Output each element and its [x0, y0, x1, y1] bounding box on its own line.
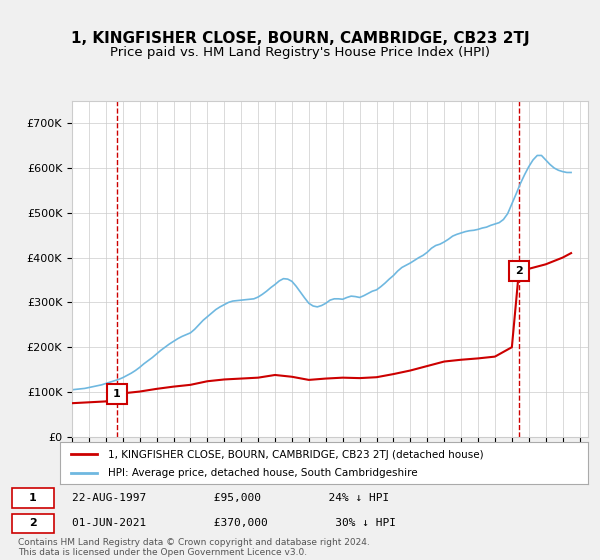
- Text: Contains HM Land Registry data © Crown copyright and database right 2024.
This d: Contains HM Land Registry data © Crown c…: [18, 538, 370, 557]
- Text: 1: 1: [113, 389, 121, 399]
- Text: 2: 2: [29, 519, 37, 529]
- Text: 22-AUG-1997          £95,000          24% ↓ HPI: 22-AUG-1997 £95,000 24% ↓ HPI: [72, 493, 389, 503]
- Text: HPI: Average price, detached house, South Cambridgeshire: HPI: Average price, detached house, Sout…: [107, 469, 417, 478]
- FancyBboxPatch shape: [12, 514, 54, 533]
- Text: 1, KINGFISHER CLOSE, BOURN, CAMBRIDGE, CB23 2TJ: 1, KINGFISHER CLOSE, BOURN, CAMBRIDGE, C…: [71, 31, 529, 46]
- Text: 01-JUN-2021          £370,000          30% ↓ HPI: 01-JUN-2021 £370,000 30% ↓ HPI: [72, 519, 396, 529]
- Text: 2: 2: [515, 266, 523, 276]
- Text: 1, KINGFISHER CLOSE, BOURN, CAMBRIDGE, CB23 2TJ (detached house): 1, KINGFISHER CLOSE, BOURN, CAMBRIDGE, C…: [107, 450, 483, 460]
- FancyBboxPatch shape: [12, 488, 54, 508]
- Text: Price paid vs. HM Land Registry's House Price Index (HPI): Price paid vs. HM Land Registry's House …: [110, 46, 490, 59]
- Text: 1: 1: [29, 493, 37, 503]
